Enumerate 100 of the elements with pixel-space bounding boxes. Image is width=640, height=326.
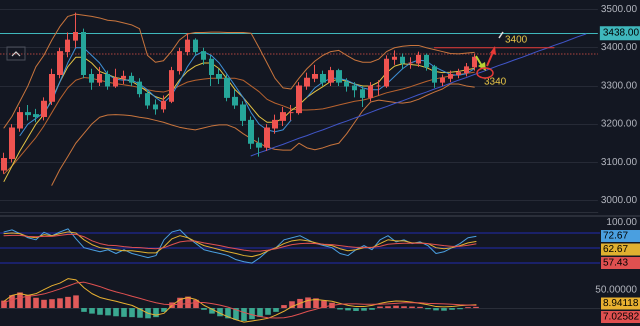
candlestick xyxy=(264,124,270,152)
candlestick xyxy=(209,54,214,86)
line-series xyxy=(3,14,475,128)
candlestick xyxy=(440,74,445,86)
text: 72.67 xyxy=(603,230,628,242)
candlestick xyxy=(97,66,102,86)
candlestick xyxy=(424,52,429,72)
annotation: 3340 xyxy=(484,76,507,88)
bar xyxy=(97,308,103,315)
candlestick xyxy=(17,106,23,132)
bar xyxy=(273,308,279,312)
candlestick xyxy=(185,32,190,56)
candlestick xyxy=(121,70,126,85)
bar xyxy=(65,296,71,308)
candlestick xyxy=(336,68,342,86)
text: 62.67 xyxy=(603,244,628,255)
y-tick-label: 3100.00 xyxy=(600,156,638,168)
candlestick xyxy=(344,78,349,92)
candlestick xyxy=(73,12,78,48)
bar xyxy=(113,308,119,316)
candlestick xyxy=(129,72,134,86)
candlestick xyxy=(105,70,110,90)
candlestick xyxy=(400,52,405,70)
candlestick xyxy=(240,100,246,127)
candlestick xyxy=(272,114,278,134)
bar xyxy=(9,295,15,308)
bar xyxy=(73,295,79,308)
bar xyxy=(129,308,135,318)
bar xyxy=(161,308,167,312)
bar xyxy=(121,308,127,317)
bar xyxy=(281,305,287,308)
candlestick xyxy=(392,50,397,66)
candlestick xyxy=(49,68,55,106)
candlestick xyxy=(304,72,310,90)
candlestick xyxy=(296,82,302,116)
candlestick xyxy=(161,94,166,114)
candlestick xyxy=(416,51,421,68)
candlestick xyxy=(472,52,477,72)
candlestick xyxy=(368,82,373,102)
line-series xyxy=(3,56,475,182)
candlestick xyxy=(376,80,381,96)
bar xyxy=(17,292,23,308)
candlestick xyxy=(177,47,182,75)
candlestick xyxy=(232,89,238,110)
line-series xyxy=(250,33,586,156)
candlestick xyxy=(448,70,453,83)
candlestick xyxy=(169,66,174,104)
candlestick xyxy=(153,98,158,116)
y-tick-label: 3000.00 xyxy=(600,195,638,206)
bar xyxy=(305,297,311,308)
bar xyxy=(329,302,335,308)
candlestick xyxy=(113,68,118,88)
annotation: 3400 xyxy=(505,34,528,46)
candlestick xyxy=(280,106,286,127)
candlestick xyxy=(432,64,437,88)
candlestick xyxy=(328,66,334,86)
bar xyxy=(137,308,143,318)
bar xyxy=(57,298,63,308)
candlestick xyxy=(288,104,294,121)
candlestick xyxy=(360,85,365,108)
candlestick xyxy=(456,68,461,79)
bar xyxy=(105,308,111,316)
y-tick-label: 3300.00 xyxy=(600,80,638,92)
y-tick-label: 3500.00 xyxy=(600,4,638,16)
candlestick xyxy=(1,152,7,174)
candlestick xyxy=(224,74,230,102)
line-series xyxy=(51,84,475,186)
bar xyxy=(81,308,87,312)
candlestick xyxy=(201,47,206,66)
candlestick xyxy=(25,104,31,121)
bar xyxy=(393,306,399,308)
candlestick xyxy=(216,68,222,85)
candlestick xyxy=(352,82,357,98)
bar xyxy=(257,308,263,317)
candlestick xyxy=(408,56,413,70)
ref-line-label: 3438.00 xyxy=(602,28,640,39)
candlestick xyxy=(384,54,389,88)
candlestick xyxy=(65,32,70,58)
line-series xyxy=(3,72,475,174)
bar xyxy=(33,298,39,308)
candlestick xyxy=(57,47,63,79)
bar xyxy=(241,308,247,321)
candlestick xyxy=(193,38,198,56)
bar xyxy=(361,308,367,311)
candlestick xyxy=(145,89,150,110)
candlestick xyxy=(248,116,254,150)
bar xyxy=(41,300,47,308)
bar xyxy=(441,308,447,311)
text: 100.00 xyxy=(606,217,638,228)
bar xyxy=(89,308,95,314)
text: 57.43 xyxy=(603,258,628,268)
annotation: 50.00000 xyxy=(595,284,638,296)
candlestick xyxy=(137,78,142,98)
candlestick xyxy=(9,124,15,163)
candlestick xyxy=(464,62,469,77)
candlestick xyxy=(81,28,86,79)
candlestick xyxy=(89,68,94,90)
y-tick-label: 3200.00 xyxy=(600,118,638,130)
candlestick xyxy=(41,96,47,121)
bar xyxy=(353,308,359,311)
